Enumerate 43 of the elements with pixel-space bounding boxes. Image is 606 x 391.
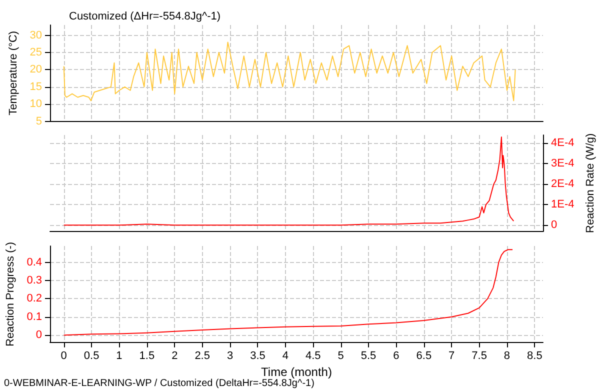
x-tick-label: 6.5	[416, 349, 432, 362]
y2-tick-label: 2E-4	[551, 178, 574, 191]
line-series	[63, 136, 514, 226]
y2-tick-label: 3E-4	[551, 158, 574, 170]
y2-tick-label: 4E-4	[551, 138, 574, 150]
y2-axis-title: Reaction Rate (W/g)	[584, 134, 597, 234]
y-tick-label: 0.4	[26, 256, 42, 268]
x-tick-label: 1	[116, 349, 122, 362]
y-tick-label: 0	[36, 328, 42, 341]
text: 0-WEBMINAR-E-LEARNING-WP / Customized (DeltaHr=-554.8Jg^-1)	[4, 377, 314, 388]
y-tick-label: 15	[30, 80, 42, 93]
y-axis-title: Temperature (°C)	[7, 30, 20, 116]
y-tick-label: 10	[30, 98, 42, 110]
line-series	[63, 42, 516, 102]
x-tick-label: 3.5	[250, 349, 266, 362]
y2-tick-label: 0	[551, 220, 558, 232]
x-tick-label: 7	[448, 349, 455, 362]
y-axis-title: Reaction Progress (-)	[4, 242, 16, 346]
x-tick-label: 5.5	[360, 349, 376, 362]
y-tick-label: 0.1	[26, 310, 42, 323]
chart-title: Customized (ΔHr=-554.8Jg^-1)	[69, 10, 221, 22]
x-tick-label: 8	[504, 349, 510, 362]
x-tick-label: 0	[60, 349, 67, 362]
y-tick-label: 25	[30, 46, 42, 59]
x-tick-label: 5	[338, 349, 344, 362]
x-tick-label: 4.5	[305, 349, 321, 362]
y-tick-label: 30	[30, 29, 42, 42]
x-axis-title: Time (month)	[261, 364, 332, 379]
x-tick-label: 6	[393, 349, 400, 362]
x-tick-label: 0.5	[84, 349, 100, 362]
line-series	[63, 248, 514, 336]
x-tick-label: 8.5	[527, 349, 542, 362]
x-tick-label: 1.5	[139, 349, 155, 362]
x-tick-label: 2.5	[194, 349, 210, 362]
y-tick-label: 20	[30, 64, 42, 76]
x-tick-label: 7.5	[472, 349, 487, 362]
y-tick-label: 5	[36, 115, 42, 128]
x-tick-label: 2	[172, 349, 178, 362]
y-tick-label: 0.3	[26, 274, 42, 286]
x-tick-label: 4	[282, 349, 288, 362]
y-tick-label: 0.2	[26, 292, 42, 304]
x-tick-label: 3	[226, 349, 234, 362]
y2-tick-label: 1E-4	[551, 199, 574, 212]
